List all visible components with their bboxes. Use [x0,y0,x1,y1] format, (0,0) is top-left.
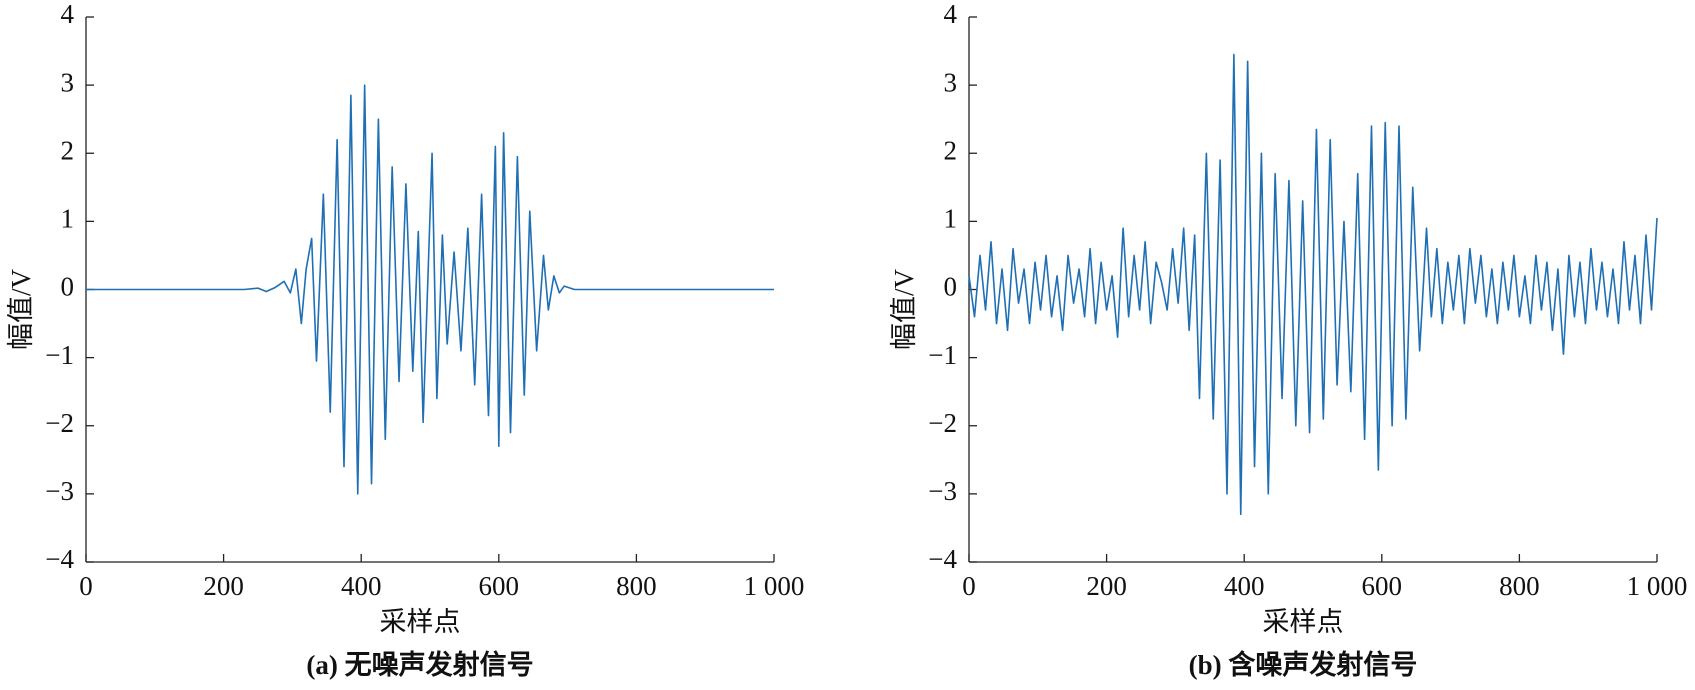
y-tick-label: −1 [928,340,957,370]
y-tick-label: −4 [45,544,74,574]
x-tick-label: 200 [1086,571,1127,601]
x-tick-label: 0 [962,571,976,601]
x-tick-label: 800 [1499,571,1540,601]
x-tick-label: 1 000 [1627,571,1688,601]
x-tick-label: 400 [1224,571,1265,601]
y-tick-label: −2 [45,408,74,438]
x-tick-label: 600 [1362,571,1403,601]
y-tick-label: 3 [61,67,75,97]
y-tick-label: −3 [45,476,74,506]
signal-line [86,84,774,495]
y-axis-label: 幅值/V [889,268,919,350]
signal-line [968,53,1658,516]
y-tick-label: −2 [928,408,957,438]
y-axis-label: 幅值/V [6,268,36,350]
y-tick-label: 3 [944,67,958,97]
y-tick-label: −1 [45,340,74,370]
x-tick-label: 1 000 [744,571,805,601]
y-tick-label: −3 [928,476,957,506]
x-tick-label: 200 [203,571,244,601]
y-tick-label: 1 [61,204,75,234]
x-tick-label: 600 [479,571,520,601]
y-tick-label: 0 [944,272,958,302]
y-tick-label: 1 [944,204,958,234]
y-tick-label: 2 [61,135,75,165]
x-tick-label: 800 [616,571,657,601]
x-axis-label: 采样点 [380,607,461,637]
caption: (a) 无噪声发射信号 [306,649,533,680]
x-axis-label: 采样点 [1263,607,1344,637]
y-tick-label: 2 [944,135,958,165]
y-tick-label: −4 [928,544,957,574]
y-tick-label: 0 [61,272,75,302]
x-tick-label: 0 [79,571,93,601]
x-tick-label: 400 [341,571,382,601]
y-tick-label: 4 [944,0,958,29]
y-tick-label: 4 [61,0,75,29]
caption: (b) 含噪声发射信号 [1189,649,1418,680]
